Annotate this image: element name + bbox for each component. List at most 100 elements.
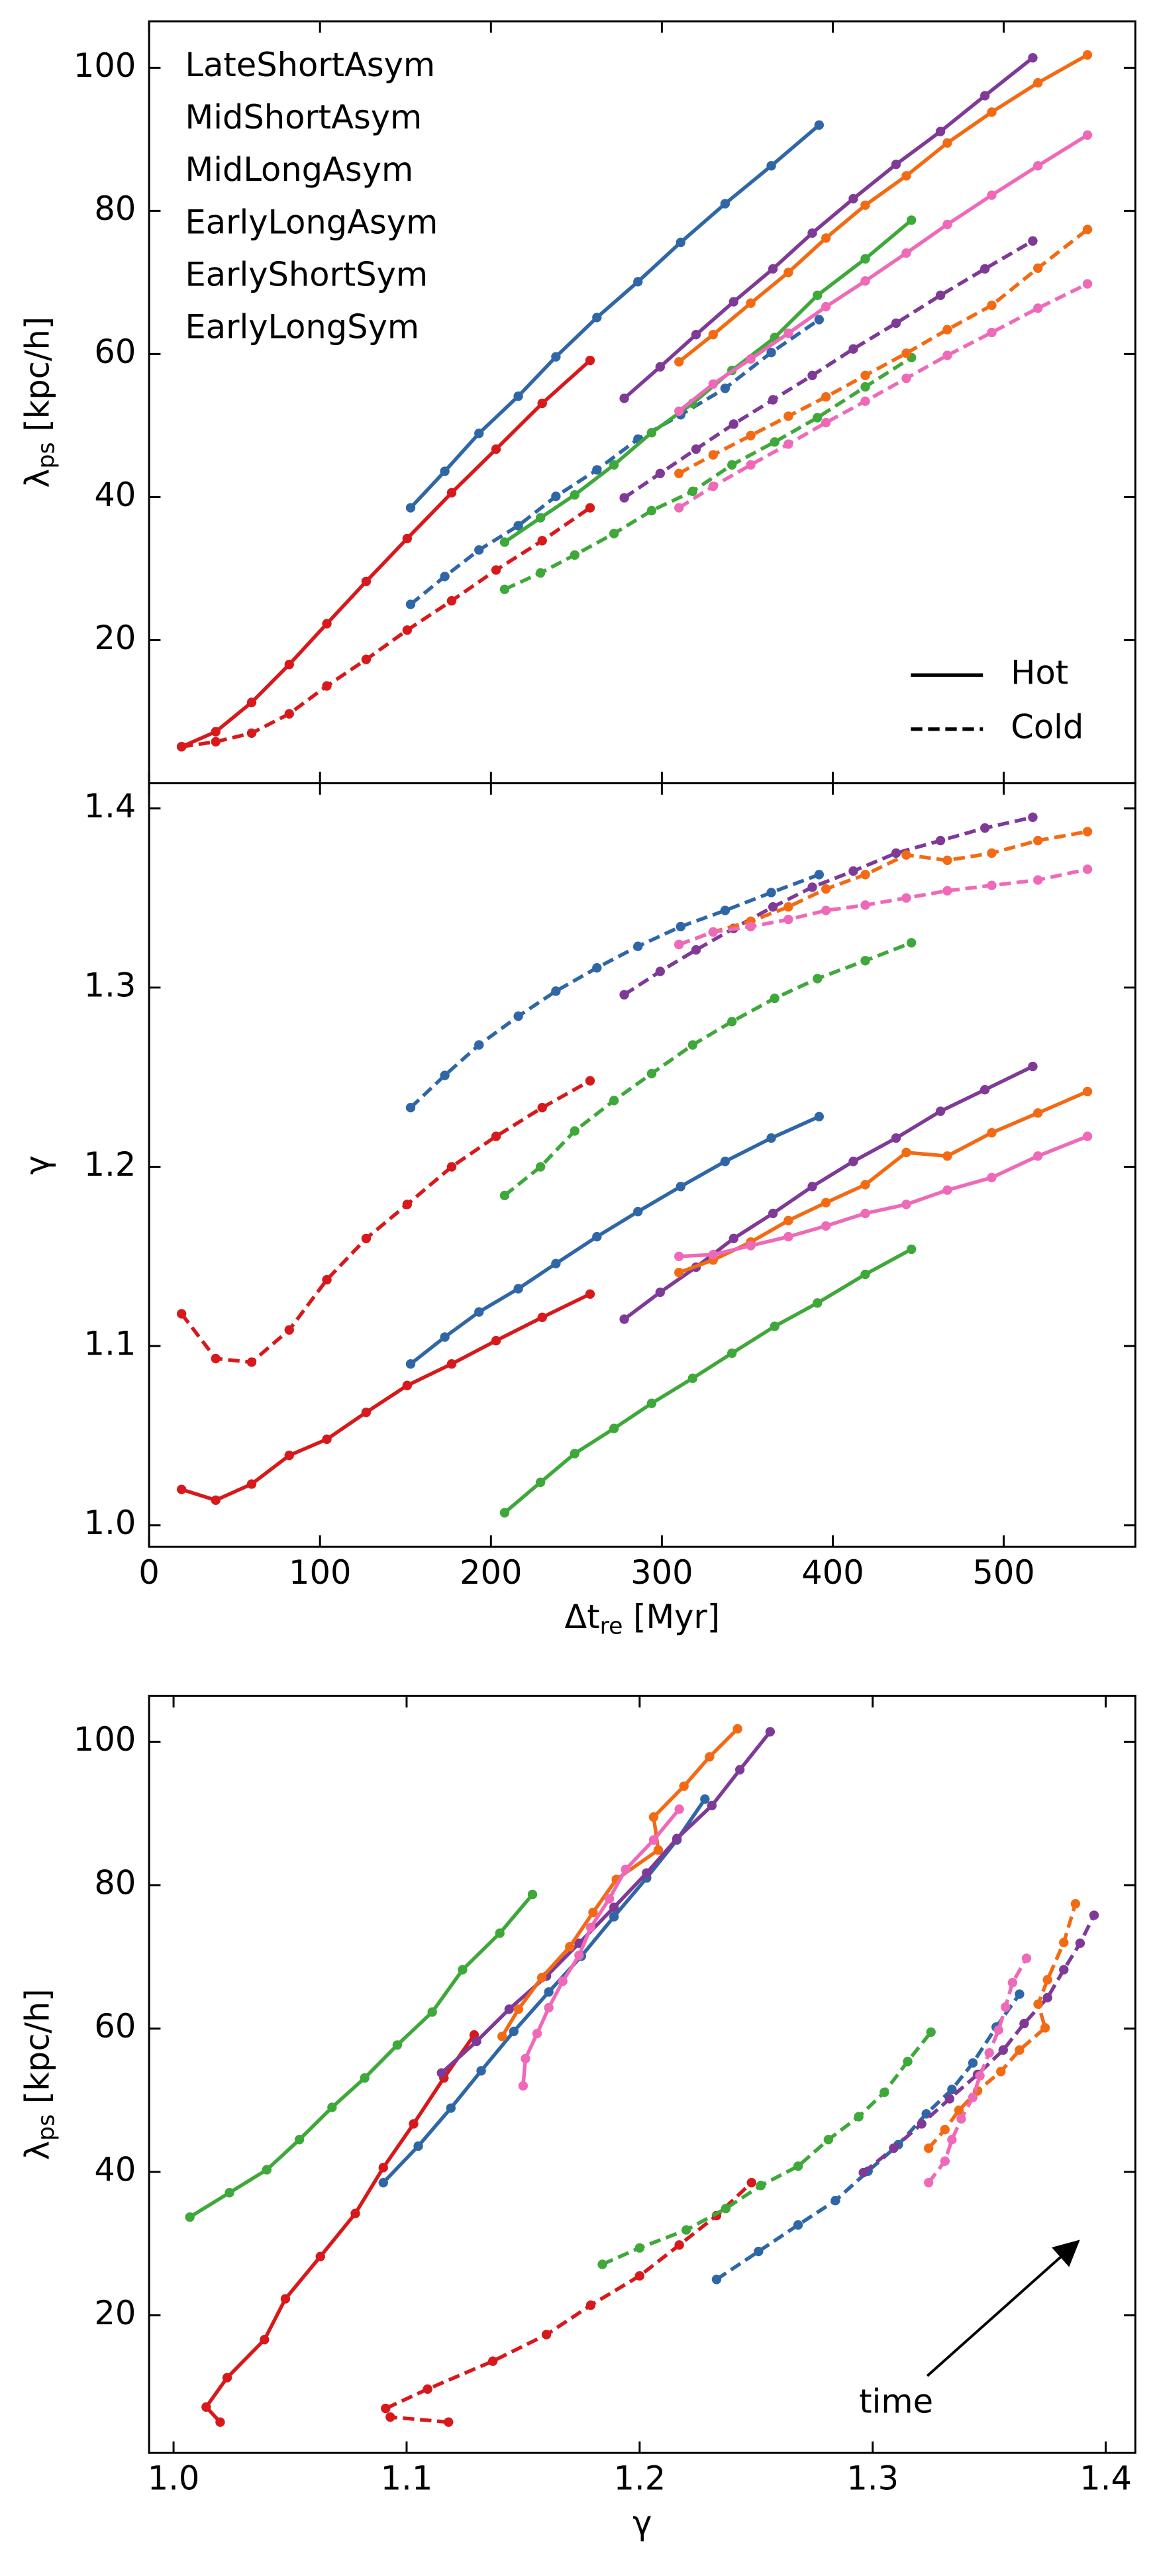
data-point [284,1451,294,1461]
data-point [746,354,756,364]
data-point [942,855,952,865]
data-point [708,330,718,340]
data-point [901,348,911,358]
data-point [592,962,602,973]
series-line [179,1079,591,1365]
data-point [360,2073,370,2083]
data-point [537,1103,547,1113]
x-axis-label-symbol: Δt [564,1598,599,1636]
data-point [544,2002,554,2013]
series-line [189,1893,534,2219]
data-point [446,595,457,606]
data-point [940,2124,950,2135]
data-point [984,2048,994,2058]
y-axis-label-symbol: γ [18,1155,56,1174]
legend-entry: EarlyLongSym [185,308,420,346]
data-point [1033,161,1043,171]
data-point [215,2417,225,2427]
data-point [944,2094,955,2104]
data-point [860,276,870,286]
data-point [1082,130,1093,140]
data-point [585,1922,596,1933]
data-point [361,576,372,587]
data-point [1028,236,1038,246]
data-point [727,460,737,470]
data-point [728,1233,738,1243]
x-tick-label: 0 [138,1553,159,1592]
data-point [521,2053,530,2064]
data-point [766,888,776,898]
data-point [1040,2023,1050,2033]
data-point [491,565,501,575]
data-point [940,2156,950,2166]
data-point [674,406,684,416]
data-point [646,1068,657,1078]
y-tick-label: 60 [94,333,136,371]
series-line [678,1090,1089,1274]
data-point [891,318,901,329]
data-point [1033,835,1043,846]
data-point [823,2135,834,2145]
y-axis-label-subscript: ps [34,442,60,468]
data-point [185,2212,195,2222]
data-point [807,370,817,380]
legend-entry: MidShortAsym [185,98,423,136]
series-line [623,815,1034,997]
data-point [1033,875,1043,885]
data-point [537,398,547,409]
data-point [821,233,831,243]
data-point [535,513,546,523]
data-point [783,1231,793,1242]
data-point [1042,1992,1052,2003]
data-point [211,727,221,737]
data-point [211,1353,221,1364]
data-point [783,328,793,338]
data-point [1082,279,1093,289]
data-point [648,1835,659,1845]
data-point [891,160,901,170]
data-point [821,301,831,312]
x-tick-label: 1.4 [1080,2459,1132,2498]
data-point [570,1126,579,1136]
data-point [1082,827,1093,837]
data-point [621,1865,630,1875]
data-point [491,444,501,454]
data-point [987,1172,997,1182]
data-point [993,2025,1003,2035]
data-point [821,905,831,915]
data-point [848,344,858,354]
data-point [535,1477,546,1487]
data-point [687,1040,698,1050]
data-point [942,219,952,230]
data-point [676,237,685,248]
data-point [821,1198,831,1208]
data-point [987,190,997,200]
data-point [527,1889,538,1900]
data-point [592,465,602,475]
series-line [927,1903,1078,2150]
data-point [609,1902,619,1912]
data-point [405,1103,416,1113]
data-point [821,1221,831,1231]
data-point [634,2243,645,2253]
x-tick-label: 1.1 [381,2459,433,2498]
data-point [676,1182,685,1192]
data-point [446,488,457,498]
data-point [476,2066,486,2076]
y-tick-label: 80 [94,189,136,228]
data-point [746,1241,756,1251]
data-point [176,1309,187,1319]
data-point [901,1200,911,1210]
data-point [655,468,665,478]
data-point [980,91,990,101]
data-point [446,1162,457,1172]
y-axis-label-subscript: ps [34,2114,60,2141]
y-tick-label: 40 [94,2150,136,2189]
data-point [821,392,831,402]
data-point [942,1151,952,1161]
data-point [402,1200,413,1210]
data-point [1033,1999,1043,2009]
series-line [678,282,1089,509]
data-point [536,1973,547,1983]
data-point [440,1070,450,1080]
